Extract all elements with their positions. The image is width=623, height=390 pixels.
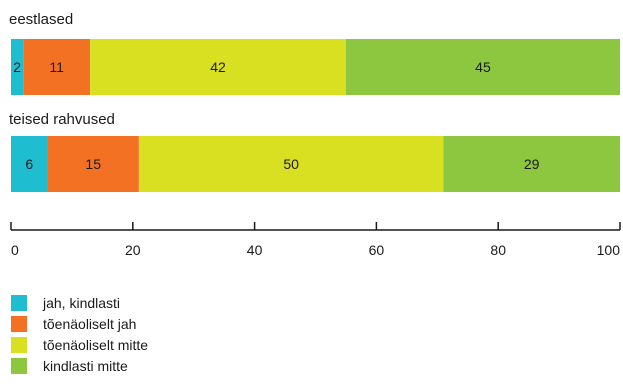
legend-label: tõenäoliselt jah bbox=[43, 316, 136, 332]
bar-value-label: 29 bbox=[524, 156, 540, 172]
bar-value-label: 6 bbox=[25, 156, 33, 172]
bar-segment bbox=[11, 39, 24, 95]
x-tick-label: 80 bbox=[490, 242, 506, 258]
bar-segment bbox=[23, 39, 91, 95]
bar-value-label: 15 bbox=[85, 156, 101, 172]
bar-segment bbox=[345, 39, 620, 95]
bar-value-label: 2 bbox=[13, 59, 21, 75]
bar-segment bbox=[138, 136, 444, 192]
x-tick-label: 40 bbox=[247, 242, 263, 258]
category-label: teised rahvused bbox=[9, 111, 115, 128]
bar-segment bbox=[90, 39, 346, 95]
bar-value-label: 42 bbox=[210, 59, 226, 75]
legend-swatch bbox=[11, 337, 27, 353]
category-label: eestlased bbox=[9, 11, 73, 28]
x-tick-label: 0 bbox=[11, 242, 19, 258]
legend-swatch bbox=[11, 358, 27, 374]
x-tick-label: 100 bbox=[597, 242, 621, 258]
bar-segment bbox=[443, 136, 620, 192]
legend-swatch bbox=[11, 316, 27, 332]
x-tick-label: 20 bbox=[125, 242, 141, 258]
bar-value-label: 45 bbox=[475, 59, 491, 75]
bar-value-label: 50 bbox=[283, 156, 299, 172]
bar-segment bbox=[47, 136, 139, 192]
bar-value-label: 11 bbox=[49, 59, 64, 75]
legend-label: tõenäoliselt mitte bbox=[43, 337, 148, 353]
x-tick-label: 60 bbox=[369, 242, 385, 258]
legend-swatch bbox=[11, 295, 27, 311]
bar-segment bbox=[11, 136, 48, 192]
legend-label: jah, kindlasti bbox=[42, 295, 120, 311]
legend-label: kindlasti mitte bbox=[43, 358, 128, 374]
